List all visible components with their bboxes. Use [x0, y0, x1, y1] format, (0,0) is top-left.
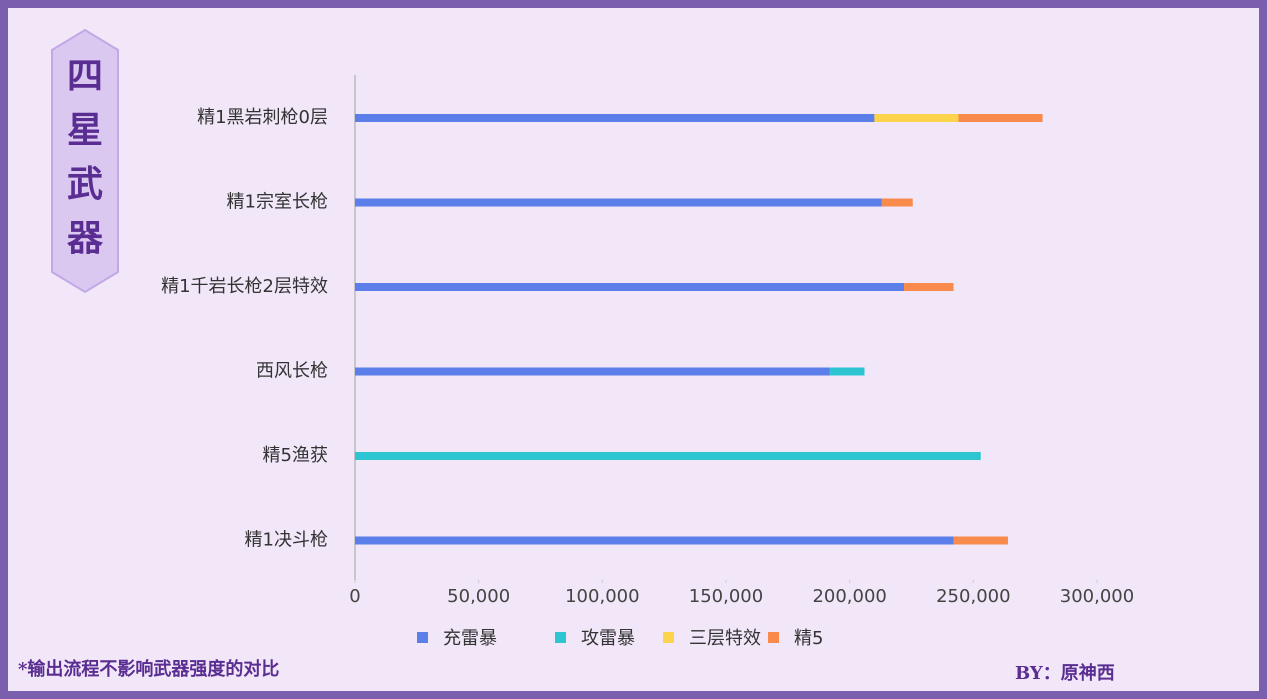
bar-segment	[881, 198, 913, 207]
category-label: 精1黑岩刺枪0层	[197, 107, 328, 128]
bar-segment	[874, 114, 959, 122]
legend-label: 精5	[794, 628, 823, 649]
bar-segment	[829, 367, 865, 376]
bar-segment	[355, 367, 830, 376]
legend-label: 攻雷暴	[581, 628, 635, 649]
bar-segment	[355, 114, 875, 122]
credit: BY：原神西	[1015, 662, 1115, 684]
x-tick-label: 250,000	[936, 586, 1010, 607]
x-tick-label: 200,000	[812, 586, 886, 607]
category-label: 精5渔获	[263, 445, 328, 466]
footnote: *输出流程不影响武器强度的对比	[18, 658, 279, 680]
legend-swatch	[417, 632, 428, 643]
bar-segment	[355, 198, 882, 207]
x-tick-label: 150,000	[689, 586, 763, 607]
side-label-box	[51, 28, 119, 294]
bar-segment	[355, 283, 905, 291]
x-tick-label: 0	[349, 586, 360, 607]
category-label: 西风长枪	[256, 361, 328, 382]
legend-swatch	[768, 632, 779, 643]
bar-segment	[355, 536, 954, 545]
legend-label: 三层特效	[689, 628, 761, 649]
x-tick-label: 300,000	[1060, 586, 1134, 607]
bar-segment	[355, 452, 981, 460]
x-tick-label: 100,000	[565, 586, 639, 607]
category-label: 精1决斗枪	[245, 530, 328, 551]
bar-segment	[904, 283, 954, 291]
legend-swatch	[663, 632, 674, 643]
x-tick-label: 50,000	[447, 586, 510, 607]
category-label: 精1千岩长枪2层特效	[161, 276, 328, 297]
legend-label: 充雷暴	[443, 628, 497, 649]
legend-swatch	[555, 632, 566, 643]
bar-segment	[953, 536, 1008, 545]
bar-segment	[958, 114, 1043, 122]
side-label: 四星武器	[67, 55, 104, 259]
category-label: 精1宗室长枪	[227, 192, 328, 213]
